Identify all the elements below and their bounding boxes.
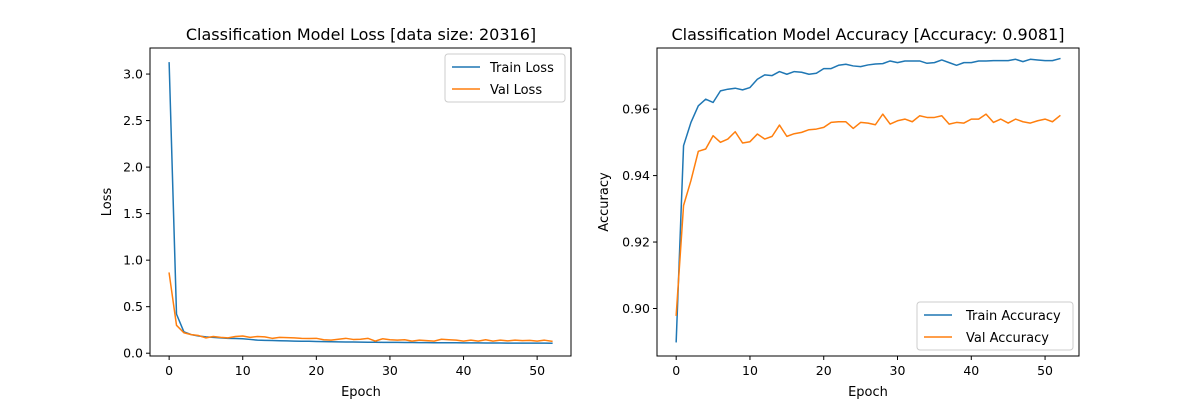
- accuracy-y-ticks: 0.90 0.92 0.94 0.96: [622, 102, 657, 316]
- loss-legend-train-label: Train Loss: [489, 61, 554, 76]
- accuracy-legend-train-label: Train Accuracy: [965, 309, 1061, 324]
- loss-chart: Classification Model Loss [data size: 20…: [100, 25, 572, 400]
- accuracy-x-axis-label: Epoch: [848, 385, 888, 400]
- loss-y-tick-label: 2.5: [123, 113, 143, 128]
- accuracy-x-tick-label: 20: [816, 363, 832, 378]
- loss-x-tick-label: 20: [308, 363, 324, 378]
- loss-legend-box: [444, 53, 566, 103]
- accuracy-legend-val-label: Val Accuracy: [966, 331, 1049, 346]
- loss-y-tick-label: 1.0: [123, 253, 143, 268]
- loss-x-ticks: 0 10 20 30 40 50: [165, 356, 545, 378]
- accuracy-x-ticks: 0 10 20 30 40 50: [672, 356, 1053, 378]
- loss-y-tick-label: 3.0: [123, 67, 143, 82]
- loss-y-ticks: 0.0 0.5 1.0 1.5 2.0 2.5 3.0: [123, 67, 150, 361]
- loss-series-lines: [168, 62, 553, 345]
- loss-x-axis-label: Epoch: [341, 385, 381, 400]
- accuracy-x-tick-label: 50: [1037, 363, 1053, 378]
- accuracy-y-tick-label: 0.90: [622, 301, 650, 316]
- loss-y-tick-label: 0.5: [123, 299, 143, 314]
- accuracy-x-tick-label: 40: [963, 363, 979, 378]
- accuracy-series-val-line: [675, 113, 1061, 316]
- accuracy-x-tick-label: 30: [890, 363, 906, 378]
- loss-series-val-line: [168, 272, 553, 343]
- accuracy-y-tick-label: 0.94: [622, 168, 650, 183]
- loss-x-tick-label: 0: [165, 363, 173, 378]
- accuracy-y-tick-label: 0.96: [622, 102, 650, 117]
- loss-x-tick-label: 10: [235, 363, 251, 378]
- loss-chart-title: Classification Model Loss [data size: 20…: [186, 25, 536, 44]
- loss-y-axis-label: Loss: [100, 188, 115, 217]
- accuracy-y-tick-label: 0.92: [622, 235, 650, 250]
- accuracy-x-tick-label: 10: [742, 363, 758, 378]
- accuracy-chart-title: Classification Model Accuracy [Accuracy:…: [671, 25, 1064, 44]
- accuracy-legend-box: [916, 301, 1074, 351]
- loss-series-train-line: [168, 62, 553, 345]
- loss-x-tick-label: 30: [382, 363, 398, 378]
- loss-legend: Train Loss Val Loss: [444, 53, 566, 103]
- accuracy-x-tick-label: 0: [672, 363, 680, 378]
- loss-plot-frame: [149, 47, 572, 357]
- loss-legend-val-label: Val Loss: [490, 83, 542, 98]
- accuracy-series-train-line: [675, 57, 1061, 343]
- loss-x-tick-label: 40: [456, 363, 472, 378]
- accuracy-chart: Classification Model Accuracy [Accuracy:…: [597, 25, 1080, 400]
- accuracy-y-axis-label: Accuracy: [597, 172, 612, 232]
- loss-x-tick-label: 50: [529, 363, 545, 378]
- accuracy-series-lines: [675, 57, 1061, 343]
- loss-y-tick-label: 1.5: [123, 206, 143, 221]
- loss-y-tick-label: 0.0: [123, 346, 143, 361]
- accuracy-plot-frame: [656, 47, 1080, 357]
- accuracy-legend: Train Accuracy Val Accuracy: [916, 301, 1074, 351]
- loss-y-tick-label: 2.0: [123, 160, 143, 175]
